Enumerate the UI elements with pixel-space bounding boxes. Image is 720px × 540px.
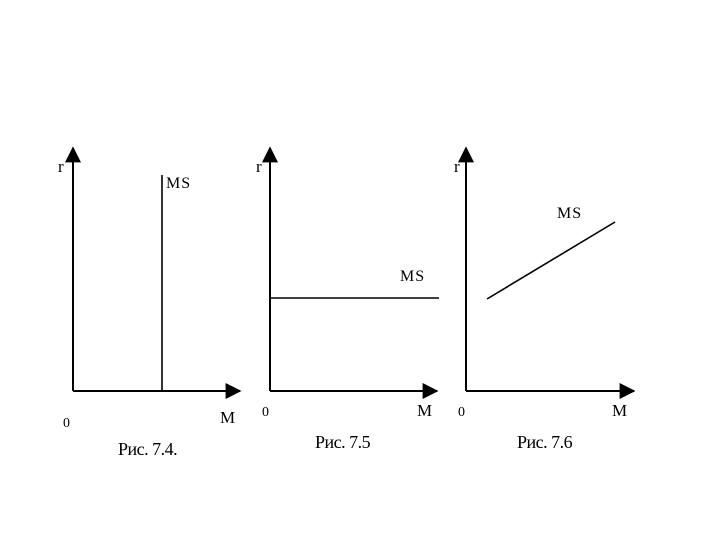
figure-caption: Рис. 7.4.: [118, 439, 177, 459]
panel-fig-7-5: r MS 0 M Рис. 7.5: [256, 146, 439, 452]
ms-curve-sloped: [486, 221, 616, 300]
figure-caption: Рис. 7.5: [315, 432, 371, 452]
x-axis-label: M: [417, 401, 432, 420]
y-axis-label: r: [256, 157, 262, 176]
ms-label: MS: [166, 175, 191, 192]
y-axis-label: r: [58, 157, 64, 176]
panel-fig-7-4: r MS 0 M Рис. 7.4.: [58, 146, 242, 459]
ms-label: MS: [557, 205, 582, 222]
origin-label: 0: [63, 416, 70, 431]
x-axis-label: M: [612, 401, 627, 420]
origin-label: 0: [262, 405, 269, 420]
origin-label: 0: [458, 405, 465, 420]
y-axis-label: r: [454, 157, 460, 176]
figure-caption: Рис. 7.6: [517, 432, 573, 452]
panel-fig-7-6: r MS 0 M Рис. 7.6: [454, 146, 636, 452]
x-axis-label: M: [220, 408, 235, 427]
ms-label: MS: [400, 268, 425, 285]
